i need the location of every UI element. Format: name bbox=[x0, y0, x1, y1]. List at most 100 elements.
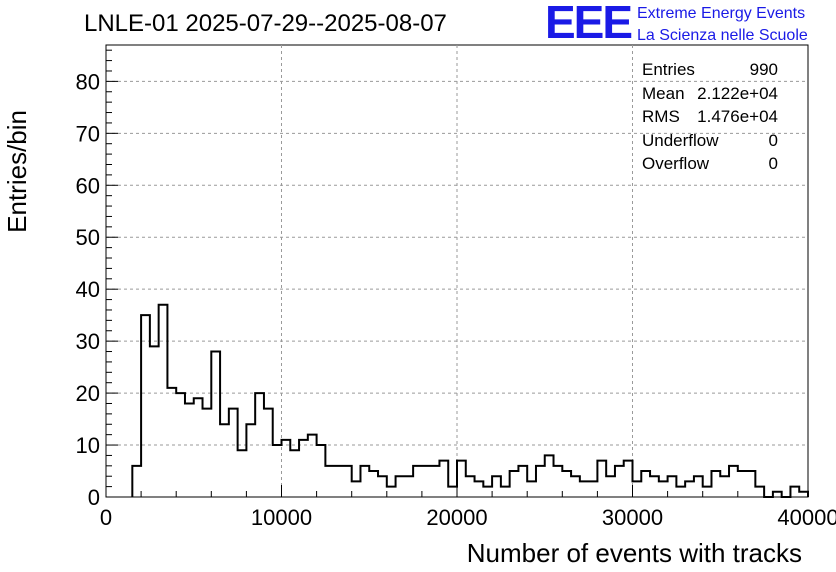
y-tick-label: 30 bbox=[76, 329, 100, 354]
y-tick-label: 70 bbox=[76, 121, 100, 146]
histogram-bin bbox=[360, 466, 369, 497]
histogram-bin bbox=[404, 476, 413, 497]
eee-logo: EEE Extreme Energy Events La Scienza nel… bbox=[545, 0, 835, 48]
histogram-bin bbox=[711, 471, 720, 497]
stats-row-overflow: Overflow 0 bbox=[642, 152, 782, 176]
histogram-bin bbox=[132, 466, 141, 497]
x-tick-label: 0 bbox=[100, 505, 112, 530]
histogram-bin bbox=[457, 461, 466, 497]
stats-key: Underflow bbox=[642, 130, 719, 150]
histogram-bin bbox=[536, 466, 545, 497]
histogram-bin bbox=[650, 476, 659, 497]
histogram-bin bbox=[606, 476, 615, 497]
histogram-bin bbox=[475, 481, 484, 497]
logo-text-line2: La Scienza nelle Scuole bbox=[637, 27, 808, 44]
histogram-bin bbox=[246, 424, 255, 497]
y-tick-label: 20 bbox=[76, 381, 100, 406]
histogram-bin bbox=[790, 487, 799, 497]
y-tick-label: 40 bbox=[76, 277, 100, 302]
histogram-bin bbox=[290, 450, 299, 497]
y-tick-label: 60 bbox=[76, 173, 100, 198]
stats-row-rms: RMS 1.476e+04 bbox=[642, 105, 782, 129]
histogram-bin bbox=[413, 466, 422, 497]
histogram-bin bbox=[422, 466, 431, 497]
histogram-bin bbox=[738, 471, 747, 497]
histogram-bin bbox=[273, 445, 282, 497]
histogram-bin bbox=[229, 409, 238, 497]
histogram-bin bbox=[334, 466, 343, 497]
histogram-bin bbox=[668, 476, 677, 497]
x-axis-label: Number of events with tracks bbox=[466, 538, 802, 568]
histogram-bin bbox=[141, 315, 150, 497]
x-tick-label: 10000 bbox=[251, 505, 312, 530]
histogram-bin bbox=[554, 466, 563, 497]
histogram-bin bbox=[720, 476, 729, 497]
stats-key: Entries bbox=[642, 60, 695, 79]
y-tick-label: 80 bbox=[76, 69, 100, 94]
x-tick-label: 30000 bbox=[602, 505, 663, 530]
stats-value: 1.476e+04 bbox=[697, 107, 778, 126]
y-tick-label: 10 bbox=[76, 433, 100, 458]
histogram-bin bbox=[325, 466, 334, 497]
histogram-bin bbox=[439, 461, 448, 497]
histogram-bin bbox=[255, 393, 264, 497]
histogram-bin bbox=[501, 487, 510, 497]
stats-key: Overflow bbox=[642, 154, 710, 173]
histogram-bin bbox=[633, 481, 642, 497]
histogram-bin bbox=[343, 466, 352, 497]
histogram-bin bbox=[387, 487, 396, 497]
stats-key: Mean bbox=[642, 83, 685, 103]
histogram-bin bbox=[378, 476, 387, 497]
stats-row-entries: Entries 990 bbox=[642, 58, 782, 82]
stats-row-underflow: Underflow 0 bbox=[642, 129, 782, 153]
histogram-bin bbox=[571, 476, 580, 497]
histogram-bin bbox=[238, 450, 247, 497]
histogram-bin bbox=[518, 466, 527, 497]
plot-title: LNLE-01 2025-07-29--2025-08-07 bbox=[84, 10, 447, 37]
histogram-bin bbox=[176, 393, 185, 497]
stats-box: Entries 990 Mean 2.122e+04 RMS 1.476e+04… bbox=[642, 58, 782, 176]
histogram-bin bbox=[448, 487, 457, 497]
x-tick-label: 40000 bbox=[777, 505, 836, 530]
histogram-bin bbox=[510, 471, 519, 497]
histogram-bin bbox=[369, 471, 378, 497]
stats-row-mean: Mean 2.122e+04 bbox=[642, 82, 782, 106]
stats-value: 0 bbox=[768, 154, 778, 173]
histogram-bin bbox=[308, 435, 317, 497]
histogram-bin bbox=[492, 476, 501, 497]
histogram-bin bbox=[282, 440, 291, 497]
stats-key: RMS bbox=[642, 107, 680, 126]
histogram-bin bbox=[580, 481, 589, 497]
histogram-bin bbox=[589, 481, 598, 497]
histogram-bin bbox=[167, 388, 176, 497]
histogram-bin bbox=[755, 487, 764, 497]
y-tick-label: 0 bbox=[88, 485, 100, 510]
histogram-bin bbox=[211, 352, 220, 497]
histogram-bin bbox=[220, 424, 229, 497]
histogram-bin bbox=[659, 481, 668, 497]
histogram-bin bbox=[545, 455, 554, 497]
histogram-series-line bbox=[131, 303, 809, 498]
histogram-bin bbox=[747, 471, 756, 497]
histogram-bin bbox=[203, 409, 212, 497]
histogram-bin bbox=[615, 466, 624, 497]
histogram-bin bbox=[299, 440, 308, 497]
histogram-bin bbox=[641, 471, 650, 497]
eee-logo-mark: EEE bbox=[545, 0, 633, 48]
histogram-bin bbox=[431, 466, 440, 497]
histogram-bin bbox=[624, 461, 633, 497]
histogram-bin bbox=[685, 481, 694, 497]
stats-value: 2.122e+04 bbox=[697, 83, 778, 103]
histogram-bin bbox=[317, 445, 326, 497]
histogram-bin bbox=[159, 305, 168, 497]
histogram-bin bbox=[150, 346, 159, 497]
histogram-bin bbox=[597, 461, 606, 497]
histogram-bin bbox=[483, 487, 492, 497]
histogram-bin bbox=[729, 466, 738, 497]
histogram-bin bbox=[185, 403, 194, 497]
histogram-bin bbox=[562, 471, 571, 497]
histogram-bin bbox=[396, 476, 405, 497]
stats-value: 990 bbox=[749, 60, 778, 79]
